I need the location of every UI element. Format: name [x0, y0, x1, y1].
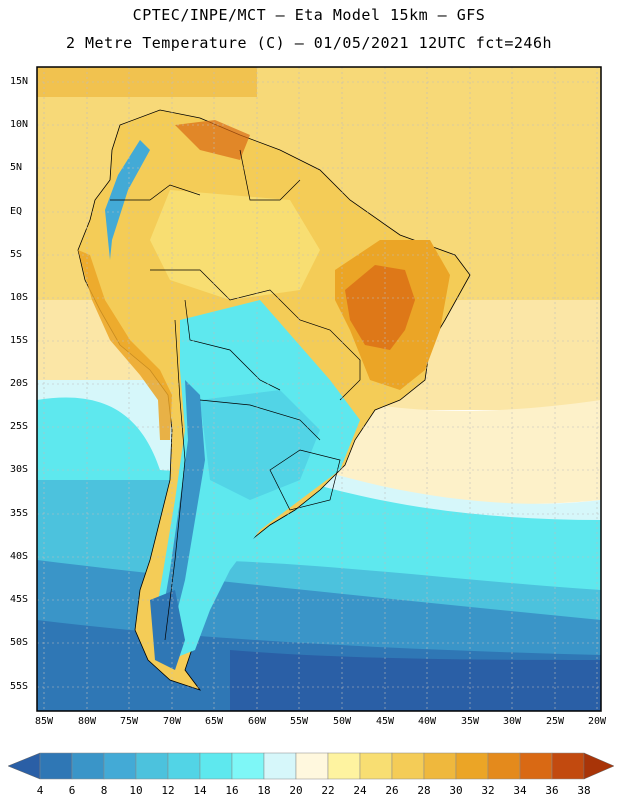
- lon-label: 60W: [247, 716, 267, 727]
- colorbar-tick-label: 18: [257, 784, 271, 797]
- colorbar-cell: [455, 752, 489, 780]
- colorbar-cell: [135, 752, 169, 780]
- lon-label: 35W: [460, 716, 480, 727]
- colorbar-cell: [167, 752, 201, 780]
- country-borders: [110, 149, 361, 641]
- lon-label: 50W: [332, 716, 352, 727]
- colorbar-tick-label: 30: [449, 784, 463, 797]
- graticule: [37, 67, 601, 711]
- hot-region-north: [175, 120, 250, 160]
- lat-label: EQ: [10, 206, 23, 217]
- cool-region-pampa: [200, 390, 320, 500]
- lon-label: 55W: [289, 716, 309, 727]
- lat-label: 40S: [10, 551, 29, 562]
- colorbar-cell: [359, 752, 393, 780]
- lon-label: 30W: [502, 716, 522, 727]
- lat-label: 5N: [10, 162, 23, 173]
- colorbar-cell: [71, 752, 105, 780]
- lon-label: 25W: [545, 716, 565, 727]
- colorbar-cell: [423, 752, 457, 780]
- colorbar-tick-label: 12: [161, 784, 175, 797]
- ocean-band-darkest: [230, 650, 601, 711]
- lat-label: 10S: [10, 292, 29, 303]
- patagonia-cold: [150, 590, 185, 670]
- hot-region-core: [345, 265, 415, 350]
- colorbar-tick-label: 4: [36, 784, 44, 797]
- map-frame: [36, 66, 602, 712]
- colorbar-cell: [487, 752, 521, 780]
- colorbar-arrow-high: [583, 752, 615, 780]
- colorbar-tick-label: 20: [289, 784, 303, 797]
- colorbar-tick-label: 38: [577, 784, 591, 797]
- colorbar-cell: [327, 752, 361, 780]
- colorbar-tick-label: 34: [513, 784, 527, 797]
- lat-label: 50S: [10, 637, 29, 648]
- colorbar-tick-label: 24: [353, 784, 367, 797]
- lat-label: 15N: [10, 76, 29, 87]
- lat-label: 5S: [10, 249, 23, 260]
- lat-label: 10N: [10, 119, 29, 130]
- lon-label: 85W: [34, 716, 54, 727]
- lon-label: 20W: [587, 716, 607, 727]
- map-title-variable: 2 Metre Temperature (C) – 01/05/2021 12U…: [65, 34, 553, 52]
- colorbar-cell: [103, 752, 137, 780]
- colorbar-cell: [39, 752, 73, 780]
- lat-label: 25S: [10, 421, 29, 432]
- lon-label: 40W: [417, 716, 437, 727]
- colorbar-tick-label: 26: [385, 784, 399, 797]
- lat-label: 20S: [10, 378, 29, 389]
- andes-cold-ridge-south: [158, 380, 205, 640]
- colorbar-tick-label: 22: [321, 784, 335, 797]
- colorbar-tick-label: 32: [481, 784, 495, 797]
- lon-label: 65W: [204, 716, 224, 727]
- pacific-coast-warm: [78, 250, 172, 440]
- warm-region-amazon: [150, 190, 320, 300]
- colorbar-cell: [199, 752, 233, 780]
- colorbar-tick-label: 28: [417, 784, 431, 797]
- colorbar-tick-label: 8: [100, 784, 108, 797]
- lat-label: 45S: [10, 594, 29, 605]
- colorbar-cell: [231, 752, 265, 780]
- colorbar-tick-label: 6: [68, 784, 76, 797]
- ocean-band-cream: [300, 390, 601, 505]
- lat-label: 30S: [10, 464, 29, 475]
- andes-cold-ridge: [105, 140, 150, 260]
- lat-label: 35S: [10, 508, 29, 519]
- colorbar-arrow-low: [7, 752, 41, 780]
- colorbar-cell: [263, 752, 297, 780]
- lon-label: 70W: [162, 716, 182, 727]
- colorbar-tick-label: 14: [193, 784, 207, 797]
- colorbar-cell: [551, 752, 585, 780]
- colorbar-cell: [391, 752, 425, 780]
- lat-label: 15S: [10, 335, 29, 346]
- colorbar-tick-label: 16: [225, 784, 239, 797]
- colorbar-tick-label: 10: [129, 784, 143, 797]
- lon-label: 75W: [119, 716, 139, 727]
- colorbar-cell: [519, 752, 553, 780]
- colorbar-cell: [295, 752, 329, 780]
- lon-label: 45W: [375, 716, 395, 727]
- lon-label: 80W: [77, 716, 97, 727]
- lat-label: 55S: [10, 681, 29, 692]
- map-title-source: CPTEC/INPE/MCT – Eta Model 15km – GFS: [132, 6, 486, 24]
- colorbar-tick-label: 36: [545, 784, 559, 797]
